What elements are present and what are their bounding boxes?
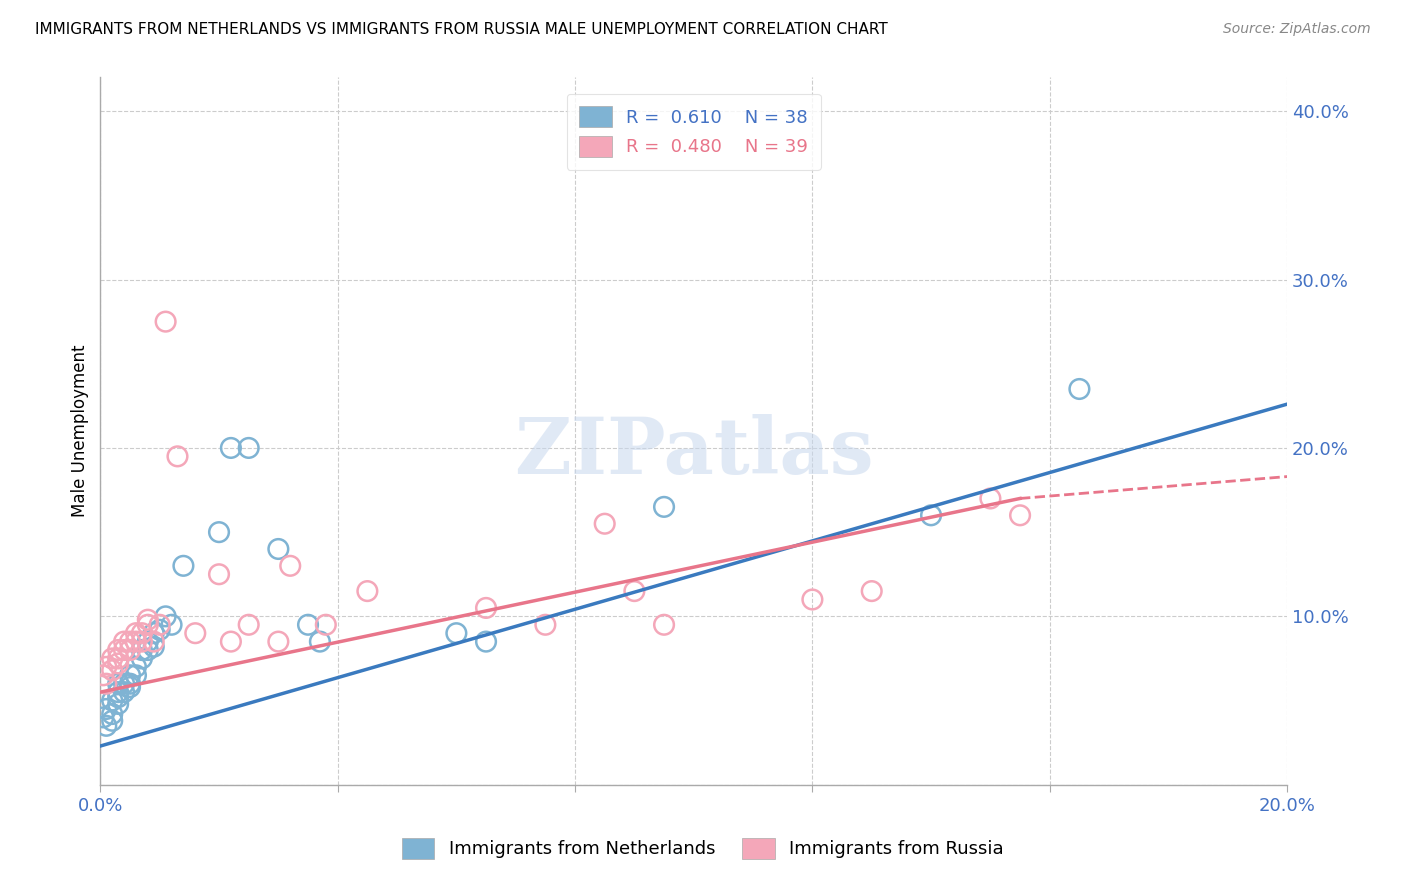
Point	[131, 643, 153, 657]
Point	[652, 617, 675, 632]
Point	[267, 541, 290, 556]
Point	[136, 617, 159, 632]
Point	[107, 690, 129, 705]
Point	[107, 685, 129, 699]
Point	[475, 601, 498, 615]
Text: IMMIGRANTS FROM NETHERLANDS VS IMMIGRANTS FROM RUSSIA MALE UNEMPLOYMENT CORRELAT: IMMIGRANTS FROM NETHERLANDS VS IMMIGRANT…	[35, 22, 889, 37]
Point	[101, 693, 124, 707]
Point	[91, 668, 114, 682]
Point	[131, 651, 153, 665]
Point	[238, 617, 260, 632]
Point	[107, 676, 129, 690]
Point	[155, 609, 177, 624]
Point	[267, 634, 290, 648]
Point	[107, 651, 129, 665]
Point	[142, 626, 165, 640]
Point	[96, 676, 118, 690]
Point	[101, 663, 124, 677]
Point	[131, 634, 153, 648]
Point	[136, 634, 159, 648]
Point	[160, 617, 183, 632]
Point	[112, 676, 135, 690]
Point	[107, 643, 129, 657]
Legend: R =  0.610    N = 38, R =  0.480    N = 39: R = 0.610 N = 38, R = 0.480 N = 39	[567, 94, 821, 169]
Point	[149, 617, 172, 632]
Point	[96, 660, 118, 674]
Point	[593, 516, 616, 531]
Point	[125, 626, 148, 640]
Point	[125, 660, 148, 674]
Point	[101, 706, 124, 721]
Point	[446, 626, 468, 640]
Point	[155, 315, 177, 329]
Y-axis label: Male Unemployment: Male Unemployment	[72, 345, 89, 517]
Point	[136, 643, 159, 657]
Point	[623, 584, 645, 599]
Point	[652, 500, 675, 514]
Point	[208, 525, 231, 540]
Text: ZIPatlas: ZIPatlas	[515, 414, 873, 491]
Point	[125, 634, 148, 648]
Point	[118, 668, 141, 682]
Point	[297, 617, 319, 632]
Point	[475, 634, 498, 648]
Point	[142, 634, 165, 648]
Point	[112, 685, 135, 699]
Point	[118, 634, 141, 648]
Text: Source: ZipAtlas.com: Source: ZipAtlas.com	[1223, 22, 1371, 37]
Point	[219, 634, 242, 648]
Point	[142, 640, 165, 654]
Point	[166, 450, 188, 464]
Point	[118, 676, 141, 690]
Point	[125, 668, 148, 682]
Point	[101, 651, 124, 665]
Point	[278, 558, 301, 573]
Point	[534, 617, 557, 632]
Legend: Immigrants from Netherlands, Immigrants from Russia: Immigrants from Netherlands, Immigrants …	[391, 827, 1015, 870]
Point	[979, 491, 1001, 506]
Point	[238, 441, 260, 455]
Point	[112, 634, 135, 648]
Point	[801, 592, 824, 607]
Point	[309, 634, 332, 648]
Point	[112, 643, 135, 657]
Point	[315, 617, 337, 632]
Point	[1069, 382, 1091, 396]
Point	[101, 714, 124, 728]
Point	[136, 613, 159, 627]
Point	[219, 441, 242, 455]
Point	[118, 680, 141, 694]
Point	[91, 710, 114, 724]
Point	[149, 623, 172, 637]
Point	[208, 567, 231, 582]
Point	[184, 626, 207, 640]
Point	[107, 697, 129, 711]
Point	[860, 584, 883, 599]
Point	[118, 643, 141, 657]
Point	[356, 584, 378, 599]
Point	[131, 626, 153, 640]
Point	[96, 702, 118, 716]
Point	[172, 558, 194, 573]
Point	[920, 508, 942, 523]
Point	[96, 719, 118, 733]
Point	[1010, 508, 1032, 523]
Point	[107, 657, 129, 671]
